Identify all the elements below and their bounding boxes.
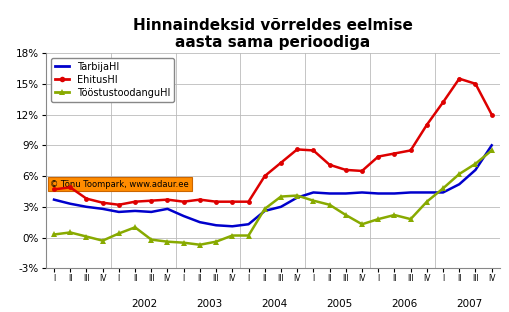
Text: 2004: 2004 [261,299,287,309]
Text: 2007: 2007 [455,299,481,309]
Text: 2006: 2006 [390,299,416,309]
Text: 2003: 2003 [196,299,222,309]
Text: © Tõnu Toompark, www.adaur.ee: © Tõnu Toompark, www.adaur.ee [50,179,189,188]
Text: 2005: 2005 [326,299,352,309]
Legend: TarbijaHI, EhitusHI, TööstustoodanguHI: TarbijaHI, EhitusHI, TööstustoodanguHI [51,58,174,101]
Text: 2002: 2002 [131,299,158,309]
Title: Hinnaindeksid võrreldes eelmise
aasta sama perioodiga: Hinnaindeksid võrreldes eelmise aasta sa… [133,18,412,51]
